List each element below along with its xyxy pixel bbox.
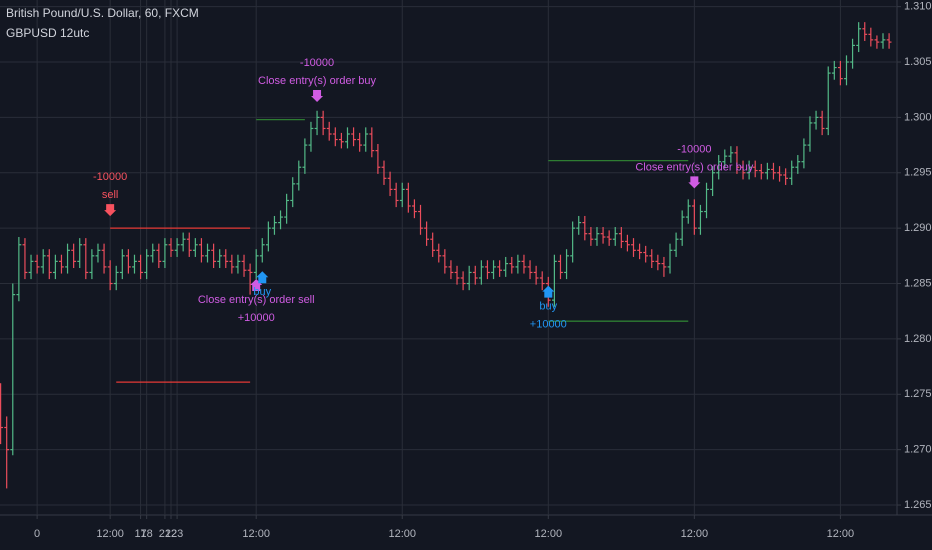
chart-title: British Pound/U.S. Dollar, 60, FXCM xyxy=(6,6,199,20)
signal-label: +10000 xyxy=(530,319,567,331)
signal-label: buy xyxy=(539,301,557,313)
y-tick-label: 1.2650 xyxy=(904,499,932,511)
x-tick-label: 12:00 xyxy=(388,528,416,540)
y-tick-label: 1.3000 xyxy=(904,111,932,123)
signal-label: sell xyxy=(102,189,119,201)
signal-arrow xyxy=(542,285,555,298)
y-tick-label: 1.2900 xyxy=(904,222,932,234)
signal-label: +10000 xyxy=(238,312,275,324)
x-tick-label: 12:00 xyxy=(827,528,855,540)
chart-subtitle: GBPUSD 12utc xyxy=(6,26,89,40)
signal-arrow xyxy=(104,204,117,217)
y-tick-label: 1.2750 xyxy=(904,388,932,400)
y-tick-label: 1.2700 xyxy=(904,444,932,456)
signal-label: Close entry(s) order buy xyxy=(258,75,376,87)
signal-arrow xyxy=(688,176,701,189)
signal-label: buy xyxy=(253,286,271,298)
signal-arrow xyxy=(256,271,269,284)
y-tick-label: 1.2850 xyxy=(904,277,932,289)
y-tick-label: 1.3050 xyxy=(904,56,932,68)
x-tick-label: 17 xyxy=(134,528,146,540)
signal-label: -10000 xyxy=(93,171,127,183)
y-tick-label: 1.2950 xyxy=(904,167,932,179)
x-tick-label: 22 xyxy=(165,528,177,540)
signal-label: Close entry(s) order sell xyxy=(198,294,315,306)
x-tick-label: 0 xyxy=(34,528,40,540)
x-tick-label: 23 xyxy=(171,528,183,540)
signal-label: Close entry(s) order buy xyxy=(635,161,753,173)
x-tick-label: 18 xyxy=(141,528,153,540)
x-tick-label: 12:00 xyxy=(96,528,124,540)
y-tick-label: 1.2800 xyxy=(904,333,932,345)
x-tick-label: 12:00 xyxy=(535,528,563,540)
plot: -10000 sell -10000 Close entry(s) order buy… xyxy=(0,22,892,489)
signal-label: -10000 xyxy=(677,143,711,155)
x-tick-label: 12:00 xyxy=(242,528,270,540)
signal-label: -10000 xyxy=(300,57,334,69)
signal-arrow xyxy=(311,90,324,102)
x-tick-label: 12:00 xyxy=(681,528,709,540)
x-tick-label: 21 xyxy=(159,528,171,540)
axes: 1.2650 1.2700 1.2750 1.2800 1.2850 1.2900 1.29… xyxy=(34,1,932,540)
